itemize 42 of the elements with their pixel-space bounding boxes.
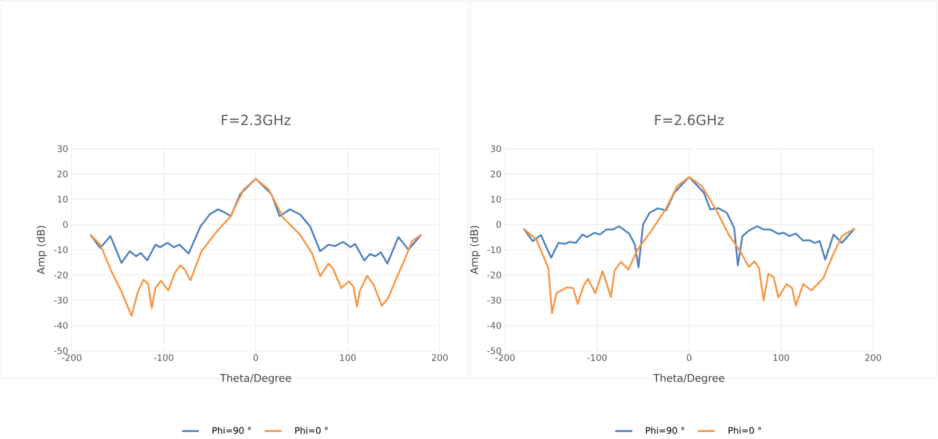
legend-label: Phi=90 °: [212, 426, 251, 434]
x-tick-label: 200: [865, 354, 882, 361]
y-tick-label: -40: [487, 322, 501, 329]
y-tick-label: 30: [490, 145, 501, 152]
x-tick-label: -200: [495, 354, 515, 361]
line-series: [89, 178, 422, 317]
line-series: [89, 178, 422, 264]
x-tick-label: -100: [154, 354, 174, 361]
legend-label: Phi=90 °: [646, 426, 684, 434]
line-series: [522, 176, 856, 268]
chart-title: F=2.6GHz: [655, 114, 724, 126]
x-axis-title: Theta/Degree: [220, 374, 291, 384]
y-tick-label: -10: [487, 246, 501, 254]
y-tick-label: 10: [58, 196, 68, 203]
y-axis-title: Amp (dB): [470, 226, 480, 274]
legend-label: Phi=0 °: [728, 426, 761, 434]
y-tick-label: -40: [54, 322, 68, 329]
x-tick-label: 100: [774, 354, 790, 361]
y-tick-label: 10: [491, 196, 501, 203]
x-tick-label: 0: [686, 354, 692, 361]
y-tick-label: -20: [54, 271, 68, 278]
x-tick-label: 0: [254, 354, 258, 361]
y-tick-label: -20: [487, 271, 501, 278]
y-tick-label: 0: [63, 220, 68, 228]
chart-title: F=2.3GHz: [222, 114, 290, 126]
x-tick-label: 100: [340, 354, 356, 361]
y-tick-label: -50: [487, 347, 501, 354]
y-tick-label: 20: [57, 170, 68, 178]
y-tick-label: 20: [490, 170, 501, 178]
y-tick-label: -30: [54, 296, 68, 304]
x-axis-title: Theta/Degree: [653, 374, 724, 384]
y-tick-label: -50: [54, 347, 68, 354]
y-tick-label: -10: [54, 246, 68, 254]
line-series: [522, 176, 856, 314]
x-tick-label: -100: [587, 354, 607, 361]
y-tick-label: 30: [58, 145, 68, 152]
y-tick-label: 0: [496, 220, 501, 228]
x-tick-label: 200: [432, 354, 448, 361]
y-axis-title: Amp (dB): [36, 226, 47, 274]
y-tick-label: -30: [487, 296, 501, 304]
legend-label: Phi=0 °: [295, 426, 328, 434]
x-tick-label: -200: [62, 354, 82, 361]
